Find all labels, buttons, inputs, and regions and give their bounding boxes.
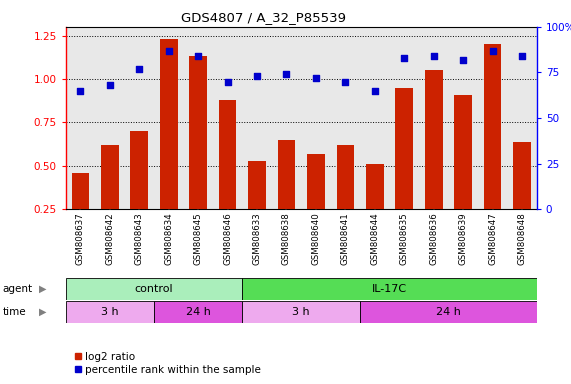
Point	[223, 79, 232, 85]
Text: 24 h: 24 h	[186, 307, 211, 317]
Text: GSM808635: GSM808635	[400, 213, 409, 265]
Text: GSM808647: GSM808647	[488, 213, 497, 265]
Bar	[484, 44, 501, 253]
Point	[311, 75, 320, 81]
Bar	[513, 142, 531, 253]
Bar	[71, 173, 89, 253]
Text: GSM808640: GSM808640	[311, 213, 320, 265]
Point	[282, 71, 291, 78]
Point	[341, 79, 350, 85]
Bar	[307, 154, 325, 253]
Text: GSM808638: GSM808638	[282, 213, 291, 265]
Point	[429, 53, 439, 59]
Text: ▶: ▶	[39, 307, 46, 317]
Text: GSM808644: GSM808644	[371, 213, 379, 265]
Text: GSM808633: GSM808633	[252, 213, 262, 265]
Bar	[154, 301, 242, 323]
Bar	[336, 145, 354, 253]
Text: GSM808646: GSM808646	[223, 213, 232, 265]
Text: 3 h: 3 h	[292, 307, 310, 317]
Point	[164, 48, 173, 54]
Bar	[190, 56, 207, 253]
Bar	[242, 301, 360, 323]
Point	[370, 88, 379, 94]
Text: 3 h: 3 h	[101, 307, 119, 317]
Bar	[360, 301, 537, 323]
Point	[400, 55, 409, 61]
Point	[488, 48, 497, 54]
Text: GSM808643: GSM808643	[135, 213, 144, 265]
Bar	[278, 140, 295, 253]
Text: ▶: ▶	[39, 284, 46, 294]
Text: GSM808636: GSM808636	[429, 213, 438, 265]
Bar	[395, 88, 413, 253]
Text: GSM808645: GSM808645	[194, 213, 203, 265]
Bar	[425, 70, 443, 253]
Bar	[366, 164, 384, 253]
Text: GSM808634: GSM808634	[164, 213, 173, 265]
Point	[459, 56, 468, 63]
Bar	[248, 161, 266, 253]
Point	[76, 88, 85, 94]
Point	[517, 53, 526, 59]
Point	[252, 73, 262, 79]
Bar	[242, 278, 537, 300]
Text: GSM808637: GSM808637	[76, 213, 85, 265]
Text: control: control	[135, 284, 174, 294]
Text: GSM808641: GSM808641	[341, 213, 350, 265]
Text: GSM808642: GSM808642	[105, 213, 114, 265]
Point	[194, 53, 203, 59]
Text: 24 h: 24 h	[436, 307, 461, 317]
Text: GSM808648: GSM808648	[517, 213, 526, 265]
Bar	[455, 94, 472, 253]
Text: GDS4807 / A_32_P85539: GDS4807 / A_32_P85539	[181, 12, 346, 25]
Text: agent: agent	[3, 284, 33, 294]
Legend: log2 ratio, percentile rank within the sample: log2 ratio, percentile rank within the s…	[71, 348, 266, 379]
Text: time: time	[3, 307, 26, 317]
Text: IL-17C: IL-17C	[372, 284, 407, 294]
Point	[135, 66, 144, 72]
Bar	[66, 301, 154, 323]
Bar	[160, 39, 178, 253]
Text: GSM808639: GSM808639	[459, 213, 468, 265]
Point	[105, 82, 114, 88]
Bar	[66, 278, 242, 300]
Bar	[101, 145, 119, 253]
Bar	[219, 100, 236, 253]
Bar	[130, 131, 148, 253]
